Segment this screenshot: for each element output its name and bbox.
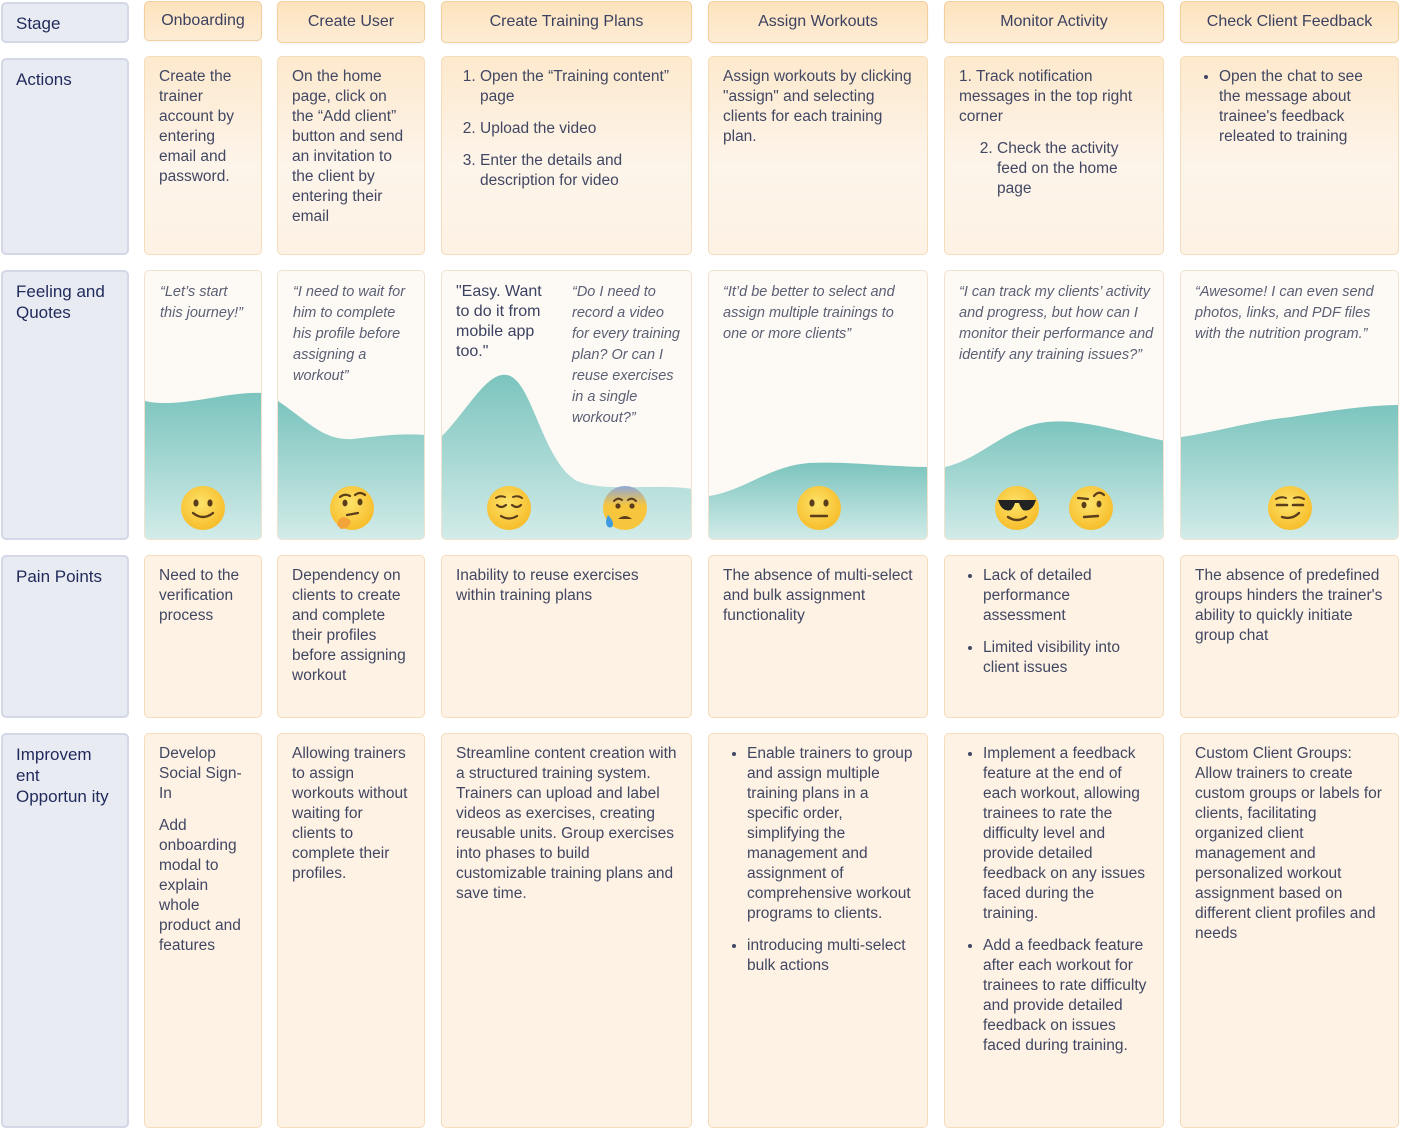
anxious-face-with-sweat-icon	[603, 486, 647, 530]
action-step: Open the chat to see the message about t…	[1219, 67, 1384, 147]
pain-text: The absence of predefined groups hinders…	[1195, 567, 1383, 644]
action-step: Upload the video	[480, 119, 677, 139]
improvement-item: Implement a feedback feature at the end …	[983, 744, 1149, 924]
improvement-card-assign-workouts: Enable trainers to group and assign mult…	[708, 733, 928, 1128]
improvement-card-onboarding: Develop Social Sign-In Add onboarding mo…	[144, 733, 262, 1128]
feeling-card-training-plans: "Easy. Want to do it from mobile app too…	[441, 270, 692, 540]
quote: "Easy. Want to do it from mobile app too…	[456, 283, 542, 360]
emotion-wave	[145, 392, 261, 539]
action-card-monitor-activity: 1. Track notification messages in the to…	[944, 56, 1164, 255]
stage-create-training-plans: Create Training Plans	[441, 1, 692, 43]
slightly-smiling-face-icon	[181, 486, 225, 530]
row-label-actions: Actions	[1, 58, 129, 255]
relieved-face-icon	[487, 486, 531, 530]
action-step: Open the “Training content” page	[480, 67, 677, 107]
emotion-wave	[278, 401, 424, 539]
pain-text: The absence of multi-select and bulk ass…	[723, 567, 913, 624]
quote: “Do I need to record a video for every t…	[572, 284, 680, 426]
pain-text: Dependency on clients to create and comp…	[292, 567, 406, 684]
pain-card-onboarding: Need to the verification process	[144, 555, 262, 718]
action-card-create-user: On the home page, click on the “Add clie…	[277, 56, 425, 255]
action-card-onboarding: Create the trainer account by entering e…	[144, 56, 262, 255]
row-label-improvement: Improvem ent Opportun ity	[1, 733, 129, 1128]
smirking-face-icon	[1268, 486, 1312, 530]
raised-eyebrow-face-icon	[1069, 486, 1113, 530]
improvement-item: Add a feedback feature after each workou…	[983, 936, 1149, 1056]
pain-card-training-plans: Inability to reuse exercises within trai…	[441, 555, 692, 718]
pain-text: Inability to reuse exercises within trai…	[456, 567, 639, 604]
improvement-text: Develop Social Sign-In	[159, 745, 242, 802]
pain-card-monitor-activity: Lack of detailed performance assessment …	[944, 555, 1164, 718]
improvement-item: introducing multi-select bulk actions	[747, 936, 913, 976]
action-text: On the home page, click on the “Add clie…	[292, 68, 404, 225]
action-step: 1. Track notification messages in the to…	[959, 68, 1133, 125]
row-label-stage: Stage	[1, 2, 129, 43]
pain-card-client-feedback: The absence of predefined groups hinders…	[1180, 555, 1399, 718]
pain-text: Need to the verification process	[159, 567, 240, 624]
action-step: Enter the details and description for vi…	[480, 151, 677, 191]
pain-item: Limited visibility into client issues	[983, 638, 1149, 678]
improvement-text: Add onboarding modal to explain whole pr…	[159, 817, 241, 954]
feeling-card-create-user: “I need to wait for him to complete his …	[277, 270, 425, 540]
stage-assign-workouts: Assign Workouts	[708, 1, 928, 43]
improvement-text: Custom Client Groups: Allow trainers to …	[1195, 745, 1382, 942]
quote: “I can track my clients’ activity and pr…	[959, 284, 1154, 363]
pain-card-create-user: Dependency on clients to create and comp…	[277, 555, 425, 718]
sunglasses-face-icon	[995, 486, 1039, 530]
improvement-text: Streamline content creation with a struc…	[456, 745, 677, 902]
quote: “Let’s start this journey!”	[160, 284, 244, 321]
row-label-feeling: Feeling and Quotes	[1, 270, 129, 540]
pain-item: Lack of detailed performance assessment	[983, 566, 1149, 626]
improvement-text: Allowing trainers to assign workouts wit…	[292, 745, 408, 882]
thinking-face-icon	[330, 486, 374, 530]
action-text: Create the trainer account by entering e…	[159, 68, 234, 185]
improvement-item: Enable trainers to group and assign mult…	[747, 744, 913, 924]
feeling-card-onboarding: “Let’s start this journey!”	[144, 270, 262, 540]
action-card-assign-workouts: Assign workouts by clicking "assign" and…	[708, 56, 928, 255]
improvement-card-training-plans: Streamline content creation with a struc…	[441, 733, 692, 1128]
stage-create-user: Create User	[277, 1, 425, 43]
action-card-training-plans: Open the “Training content” page Upload …	[441, 56, 692, 255]
action-step: Check the activity feed on the home page	[997, 139, 1149, 199]
action-text: Assign workouts by clicking "assign" and…	[723, 68, 912, 145]
improvement-card-monitor-activity: Implement a feedback feature at the end …	[944, 733, 1164, 1128]
feeling-card-client-feedback: “Awesome! I can even send photos, links,…	[1180, 270, 1399, 540]
feeling-card-assign-workouts: “It’d be better to select and assign mul…	[708, 270, 928, 540]
quote: “I need to wait for him to complete his …	[293, 284, 406, 384]
feeling-card-monitor-activity: “I can track my clients’ activity and pr…	[944, 270, 1164, 540]
quote: “It’d be better to select and assign mul…	[723, 284, 895, 342]
neutral-face-icon	[797, 486, 841, 530]
emotion-wave	[1181, 405, 1398, 539]
stage-check-client-feedback: Check Client Feedback	[1180, 1, 1399, 43]
stage-onboarding: Onboarding	[144, 1, 262, 41]
pain-card-assign-workouts: The absence of multi-select and bulk ass…	[708, 555, 928, 718]
quote: “Awesome! I can even send photos, links,…	[1195, 284, 1374, 342]
stage-monitor-activity: Monitor Activity	[944, 1, 1164, 43]
row-label-pain-points: Pain Points	[1, 555, 129, 718]
improvement-card-client-feedback: Custom Client Groups: Allow trainers to …	[1180, 733, 1399, 1128]
action-card-client-feedback: Open the chat to see the message about t…	[1180, 56, 1399, 255]
improvement-card-create-user: Allowing trainers to assign workouts wit…	[277, 733, 425, 1128]
